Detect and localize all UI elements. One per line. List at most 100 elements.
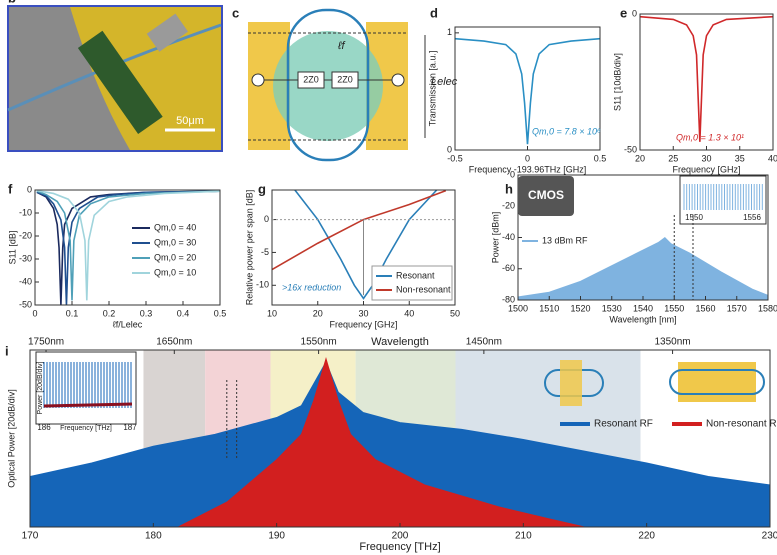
legend-label: Resonant <box>396 270 435 280</box>
legend-label: Qm,0 = 30 <box>154 237 196 247</box>
y-label: S11 [dB] <box>7 231 17 265</box>
icon-electrode <box>678 362 756 402</box>
x-tick-label: -0.5 <box>447 153 463 163</box>
x-tick-label: 0.2 <box>103 308 116 318</box>
x-label: Frequency [GHz] <box>672 164 740 174</box>
x-tick-label: 190 <box>268 531 285 542</box>
inset-tick-label: 1556 <box>743 213 761 222</box>
impedance-label: 2Z0 <box>303 74 319 84</box>
top-tick-label: 1450nm <box>466 337 502 348</box>
x-tick-label: 40 <box>768 153 777 163</box>
legend-label: Qm,0 = 10 <box>154 267 196 277</box>
load <box>391 73 405 87</box>
x-tick-label: 30 <box>358 308 368 318</box>
x-tick-label: 30 <box>701 153 711 163</box>
x-label: Frequency [GHz] <box>329 319 397 329</box>
y-tick-label: -10 <box>19 207 32 217</box>
ring <box>77 30 163 135</box>
x-tick-label: 20 <box>635 153 645 163</box>
top-tick-label: 1750nm <box>28 337 64 348</box>
panel-label: e <box>620 5 627 20</box>
series-line <box>454 37 601 145</box>
x-tick-label: 180 <box>145 531 162 542</box>
plot-frame <box>34 189 221 306</box>
ring <box>286 8 370 162</box>
lf-label: ℓf <box>337 40 346 52</box>
x-label: ℓf/Lelec <box>113 319 143 329</box>
series-line <box>36 189 221 301</box>
panel-b: 50μm b <box>7 0 223 152</box>
y-tick-label: -40 <box>502 232 515 242</box>
lelec-label: Lelec <box>431 76 458 88</box>
x-tick-label: 1540 <box>633 303 653 313</box>
x-label: Wavelength [nm] <box>609 314 676 324</box>
y-label: Relative power per span [dB] <box>244 190 254 306</box>
series-line <box>36 190 221 301</box>
x-tick-label: 170 <box>22 531 39 542</box>
x-tick-label: 220 <box>638 531 655 542</box>
panel-c: c 2Z0 2Z0 ℓf Lelec <box>232 5 458 162</box>
x2-label: Wavelength <box>371 336 429 348</box>
x-tick-label: 1580 <box>758 303 777 313</box>
panel-label: h <box>505 181 513 196</box>
x-tick-label: 20 <box>313 308 323 318</box>
annotation: Qm,0 = 1.3 × 10¹ <box>676 132 744 142</box>
y-tick-label: 0 <box>447 144 452 154</box>
y-tick-label: 0 <box>264 214 269 224</box>
pad <box>146 13 189 52</box>
legend-label: Non-resonant RF <box>706 419 777 430</box>
impedance-label: 2Z0 <box>337 74 353 84</box>
x-tick-label: 0.4 <box>177 308 190 318</box>
annotation: Qm,0 = 7.8 × 10⁶ <box>532 126 601 136</box>
top-tick-label: 1550nm <box>301 337 337 348</box>
x-tick-label: 210 <box>515 531 532 542</box>
y-tick-label: 0 <box>27 184 32 194</box>
panel-label: c <box>232 5 239 20</box>
y-tick-label: -60 <box>502 263 515 273</box>
x-tick-label: 1560 <box>695 303 715 313</box>
x-tick-label: 1530 <box>602 303 622 313</box>
field <box>273 31 383 141</box>
inset-y-label: Power [20dB/div] <box>37 361 44 414</box>
inset-tick-label: 187 <box>123 423 137 432</box>
chip <box>518 176 574 216</box>
y-label: Optical Power [20dB/div] <box>6 389 16 488</box>
panel-label: i <box>5 343 9 358</box>
impedance <box>331 71 359 89</box>
x-tick-label: 200 <box>392 531 409 542</box>
scale-label: 50μm <box>176 115 204 127</box>
legend-label: 13 dBm RF <box>542 235 588 245</box>
series-area <box>517 236 769 301</box>
x-tick-label: 0.1 <box>66 308 79 318</box>
y-tick-label: -50 <box>19 299 32 309</box>
series-line <box>36 190 221 306</box>
x-tick-label: 10 <box>267 308 277 318</box>
inset-tick-label: 186 <box>37 423 51 432</box>
panel-label: g <box>258 181 266 196</box>
y-tick-label: 0 <box>510 169 515 179</box>
y-tick-label: -20 <box>19 230 32 240</box>
x-tick-label: 1500 <box>508 303 528 313</box>
x-tick-label: 1570 <box>727 303 747 313</box>
icon-electrode <box>560 360 582 406</box>
top-tick-label: 1650nm <box>156 337 192 348</box>
y-tick-label: 1 <box>447 27 452 37</box>
inset-tick-label: 1550 <box>685 213 703 222</box>
y-tick-label: -80 <box>502 294 515 304</box>
x-tick-label: 40 <box>404 308 414 318</box>
series-area <box>177 357 586 528</box>
x-tick-label: 25 <box>668 153 678 163</box>
y-label: S11 [10dB/div] <box>612 53 622 111</box>
legend-label: Non-resonant <box>396 284 451 294</box>
x-tick-label: 0 <box>32 308 37 318</box>
panel-label: d <box>430 5 438 20</box>
legend-label: Qm,0 = 20 <box>154 252 196 262</box>
y-tick-label: -5 <box>261 247 269 257</box>
x-label: Frequency [THz] <box>359 541 440 553</box>
panel-label: b <box>8 0 16 5</box>
y-label: Transmission [a.u.] <box>427 51 437 127</box>
x-tick-label: 0.3 <box>140 308 153 318</box>
series-line <box>36 190 221 306</box>
y-tick-label: -10 <box>256 280 269 290</box>
